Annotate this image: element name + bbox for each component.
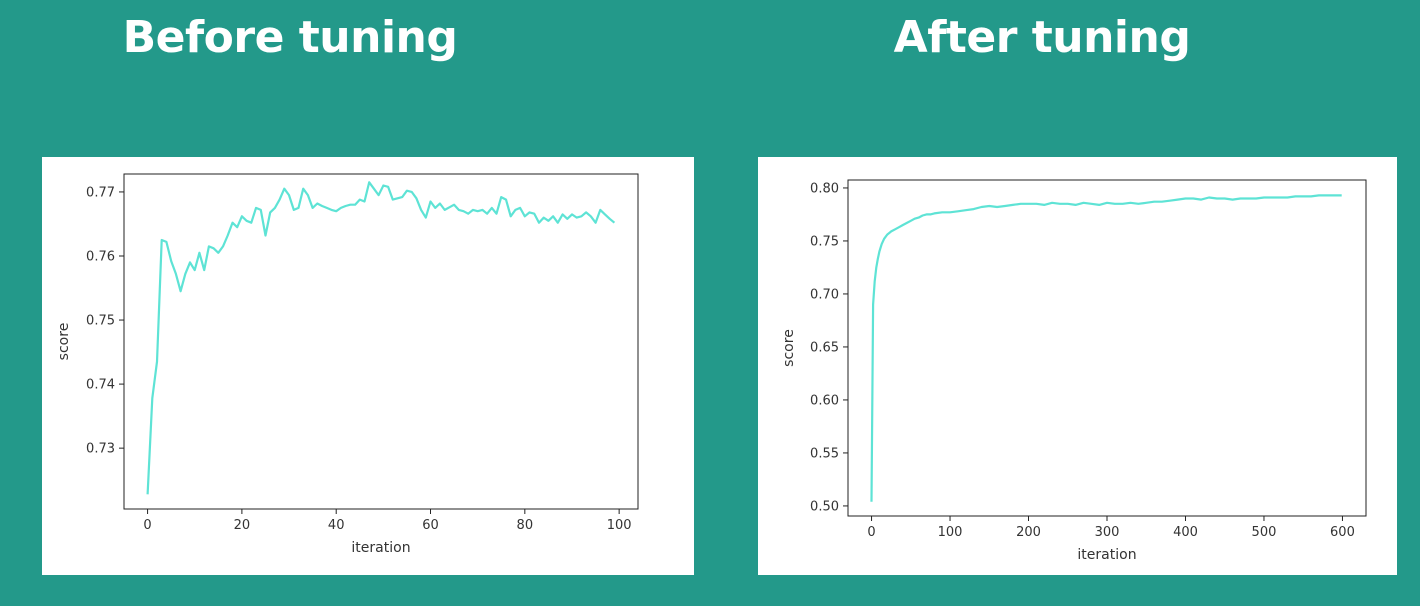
x-tick-label: 500: [1252, 525, 1277, 540]
y-tick-label: 0.50: [810, 499, 839, 514]
y-tick-label: 0.77: [86, 185, 115, 200]
y-tick-label: 0.80: [810, 181, 839, 196]
x-tick-label: 600: [1330, 525, 1355, 540]
before-tuning-chart-card: 0 20 40 60 80 100 0.73 0.74 0.75 0.76 0.77 iteratio…: [42, 157, 694, 575]
x-tick-label: 400: [1173, 525, 1198, 540]
y-tick-label: 0.70: [810, 287, 839, 302]
x-tick-label: 100: [607, 518, 632, 533]
x-tick-label: 60: [422, 518, 439, 533]
y-tick-label: 0.55: [810, 446, 839, 461]
x-tick-label: 0: [867, 525, 875, 540]
score-line: [870, 194, 1342, 502]
y-tick-label: 0.65: [810, 340, 839, 355]
x-tick-label: 100: [938, 525, 963, 540]
plot-frame: [123, 173, 639, 510]
x-tick-label: 20: [234, 518, 251, 533]
y-tick-label: 0.75: [86, 314, 115, 329]
x-axis-label: iteration: [1077, 547, 1136, 563]
before-tuning-title: Before tuning: [122, 12, 458, 63]
x-tick-label: 80: [517, 518, 534, 533]
after-tuning-chart-card: 0 100 200 300 400 500 600 0.50 0.55 0.60 0.65 0.70 0…: [758, 157, 1397, 575]
y-tick-label: 0.74: [86, 378, 115, 393]
x-axis-label: iteration: [351, 540, 410, 556]
y-tick-label: 0.60: [810, 393, 839, 408]
y-tick-label: 0.73: [86, 442, 115, 457]
y-axis-label: score: [781, 329, 797, 367]
x-tick-label: 300: [1095, 525, 1120, 540]
after-tuning-title: After tuning: [893, 12, 1191, 63]
y-axis-label: score: [56, 323, 72, 361]
after-tuning-chart: 0 100 200 300 400 500 600 0.50 0.55 0.60 0.65 0.70 0…: [781, 179, 1367, 563]
x-tick-label: 0: [143, 518, 151, 533]
y-tick-label: 0.76: [86, 249, 115, 264]
x-tick-label: 40: [328, 518, 345, 533]
before-tuning-chart: 0 20 40 60 80 100 0.73 0.74 0.75 0.76 0.77 iteratio…: [56, 173, 639, 556]
plot-frame: [847, 179, 1367, 517]
score-line: [146, 181, 616, 495]
x-tick-label: 200: [1016, 525, 1041, 540]
y-tick-label: 0.75: [810, 234, 839, 249]
